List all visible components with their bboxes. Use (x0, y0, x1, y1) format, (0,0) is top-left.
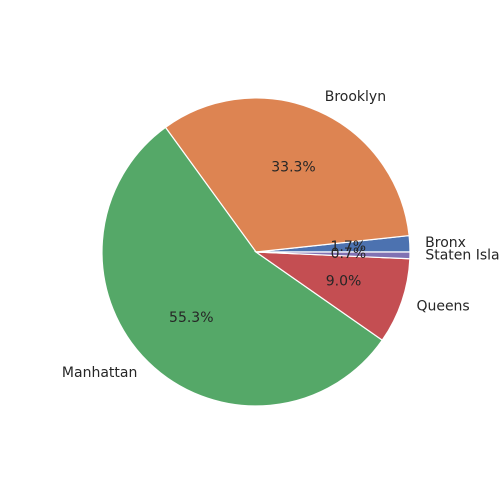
slice-label: Brooklyn (325, 89, 386, 105)
slice-percent-label: 0.7% (331, 246, 367, 262)
pie-slice-queens (253, 251, 411, 341)
slice-label: Bronx (425, 235, 466, 251)
pie-labels: Bronx 1.7% Brooklyn 33.3% Manhattan 55.3% Quee… (62, 89, 500, 381)
slice-percent-label: 55.3% (169, 310, 213, 326)
pie-slices (101, 97, 411, 407)
pie-slice-staten-island (255, 251, 411, 260)
slice-percent-label: 1.7% (330, 239, 366, 255)
slice-label: Queens (416, 298, 469, 314)
pie-slice-manhattan (101, 126, 384, 407)
pie-slice-brooklyn (164, 97, 410, 253)
slice-percent-label: 33.3% (271, 160, 315, 176)
slice-percent-label: 9.0% (326, 274, 362, 290)
slice-label: Staten Island (425, 248, 500, 264)
slice-label: Manhattan (62, 365, 137, 381)
